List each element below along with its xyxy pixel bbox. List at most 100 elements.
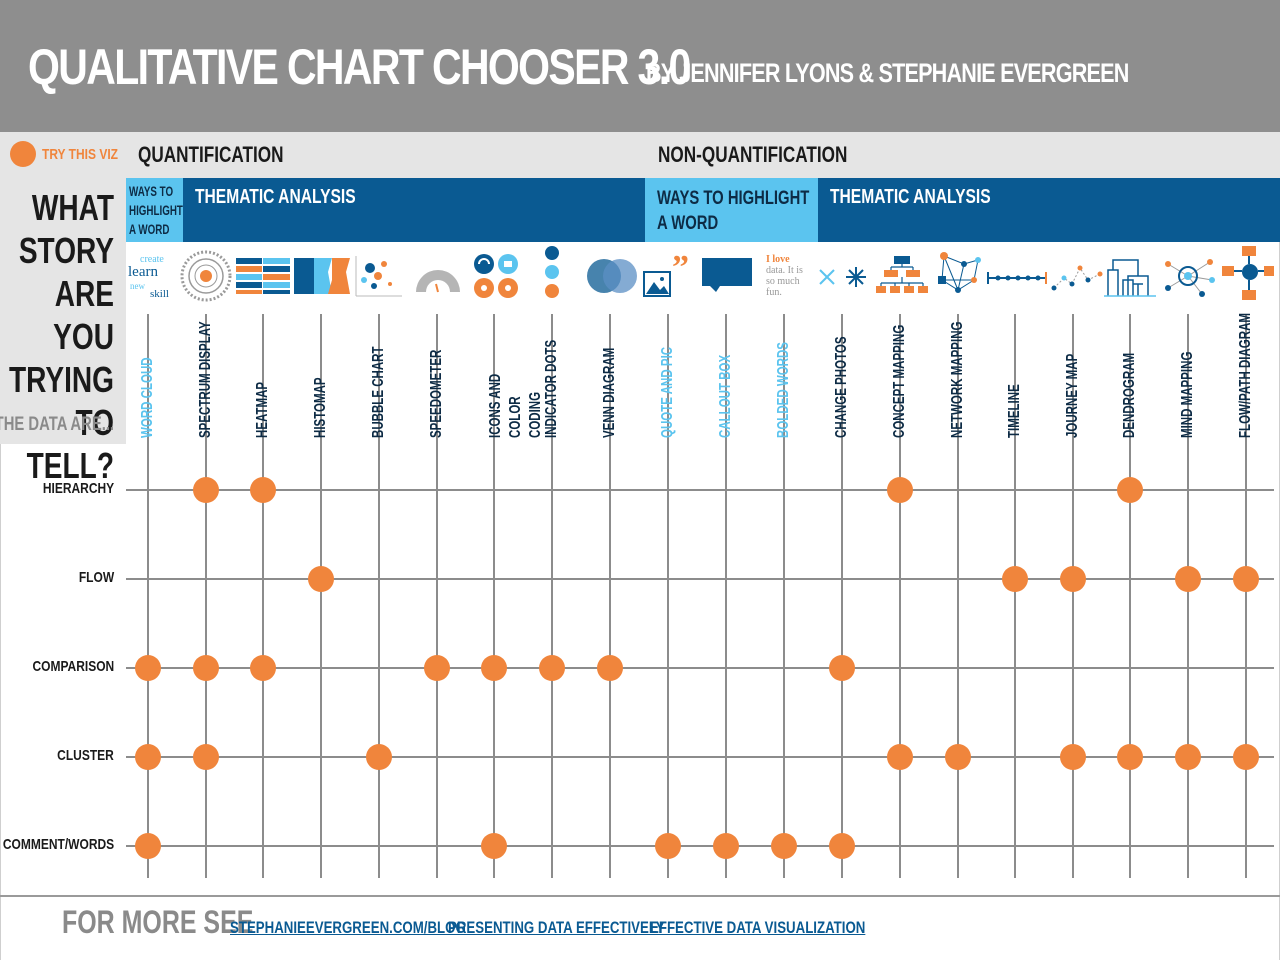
recommendation-dot xyxy=(1175,744,1201,770)
plain-word: data. It is xyxy=(766,265,803,276)
footer-lead: FOR MORE SEE xyxy=(62,904,254,940)
column-line xyxy=(551,314,553,878)
mind-mapping-icon xyxy=(1162,250,1215,302)
recommendation-dot xyxy=(887,477,913,503)
column-line xyxy=(667,314,669,878)
column-line xyxy=(320,314,322,878)
column-label: BOLDED WORDS xyxy=(775,342,792,438)
histomap-icon xyxy=(294,250,350,302)
column-line xyxy=(609,314,611,878)
column-label: TIMELINE xyxy=(1006,384,1023,438)
column-label: CHANGE PHOTOS xyxy=(833,336,850,438)
recommendation-dot xyxy=(250,477,276,503)
column-label: JOURNEY MAP xyxy=(1064,353,1081,438)
recommendation-dot xyxy=(1233,744,1259,770)
column-label: FLOW/PATH DIAGRAM xyxy=(1237,313,1254,438)
icons-color-coding-icon xyxy=(470,250,522,302)
column-label: MIND MAPPING xyxy=(1179,351,1196,438)
callout-box-icon xyxy=(700,250,752,302)
svg-text:”: ” xyxy=(672,250,689,286)
recommendation-dot xyxy=(1002,566,1028,592)
recommendation-dot xyxy=(887,744,913,770)
bolded-word: I love xyxy=(766,254,790,265)
band-label: WAYS TO HIGHLIGHT A WORD xyxy=(657,188,810,234)
recommendation-dot xyxy=(829,833,855,859)
column-label: QUOTE AND PIC xyxy=(659,346,676,438)
recommendation-dot xyxy=(829,655,855,681)
column-line xyxy=(841,314,843,878)
plain-word: fun. xyxy=(766,287,782,298)
word-cloud-word: new xyxy=(130,281,145,291)
column-label: DENDROGRAM xyxy=(1121,352,1138,438)
column-line xyxy=(899,314,901,878)
row-line xyxy=(126,756,1274,758)
recommendation-dot xyxy=(1117,477,1143,503)
recommendation-dot xyxy=(1060,744,1086,770)
column-line xyxy=(436,314,438,878)
recommendation-dot xyxy=(193,744,219,770)
row-label: CLUSTER xyxy=(57,747,114,764)
timeline-icon xyxy=(986,250,1048,302)
column-label: WORD CLOUD xyxy=(139,357,156,438)
question-panel: WHAT STORY ARE YOU TRYING TO TELL? THE D… xyxy=(0,178,126,486)
column-label: NETWORK MAPPING xyxy=(949,321,966,438)
row-line xyxy=(126,489,1274,491)
row-label: FLOW xyxy=(78,569,114,586)
recommendation-dot xyxy=(424,655,450,681)
row-line xyxy=(126,667,1274,669)
recommendation-dot xyxy=(713,833,739,859)
recommendation-dot xyxy=(135,744,161,770)
link-blog[interactable]: STEPHANIEEVERGREEN.COM/BLOG xyxy=(230,918,466,937)
dendrogram-icon xyxy=(1104,250,1156,302)
data-are-label: THE DATA ARE... xyxy=(0,414,114,435)
column-line xyxy=(262,314,264,878)
word-cloud-icon: create learn new skill xyxy=(126,250,178,302)
journey-map-icon xyxy=(1050,250,1103,302)
recommendation-dot xyxy=(135,833,161,859)
link-presenting-data-effectively[interactable]: PRESENTING DATA EFFECTIVELY xyxy=(448,918,665,937)
band-highlight-word-quant: WAYS TO HIGHLIGHT A WORD xyxy=(126,178,183,242)
recommendation-dot xyxy=(539,655,565,681)
change-photos-icon xyxy=(814,250,866,302)
frame-left-border xyxy=(0,132,1,960)
column-label: CONCEPT MAPPING xyxy=(891,324,908,438)
band-label: THEMATIC ANALYSIS xyxy=(830,186,991,208)
byline: BY JENNIFER LYONS & STEPHANIE EVERGREEN xyxy=(646,58,1129,88)
recommendation-dot xyxy=(250,655,276,681)
row-line xyxy=(126,845,1274,847)
recommendation-dot xyxy=(1175,566,1201,592)
recommendation-dot xyxy=(1060,566,1086,592)
column-line xyxy=(783,314,785,878)
recommendation-dot xyxy=(135,655,161,681)
column-line xyxy=(205,314,207,878)
story-question: WHAT STORY ARE YOU TRYING TO TELL? xyxy=(8,187,114,486)
quote-and-pic-icon: ” xyxy=(642,249,694,302)
recommendation-dot xyxy=(308,566,334,592)
page-title: QUALITATIVE CHART CHOOSER 3.0 xyxy=(28,39,691,95)
column-line xyxy=(147,314,149,878)
recommendation-dot xyxy=(1117,744,1143,770)
speedometer-icon xyxy=(412,250,464,302)
column-line xyxy=(1072,314,1074,878)
recommendation-dot xyxy=(481,655,507,681)
flow-path-diagram-icon xyxy=(1220,246,1276,302)
network-mapping-icon xyxy=(934,250,986,302)
recommendation-dot xyxy=(193,477,219,503)
recommendation-dot xyxy=(366,744,392,770)
column-line xyxy=(725,314,727,878)
band-label: THEMATIC ANALYSIS xyxy=(195,186,356,208)
column-label: BUBBLE CHART xyxy=(370,346,387,438)
bubble-chart-icon xyxy=(352,250,404,302)
column-label: SPECTRUM DISPLAY xyxy=(197,321,214,438)
column-label: ICONS AND COLOR CODING xyxy=(487,373,544,438)
row-label: HIERARCHY xyxy=(42,480,114,497)
recommendation-dot xyxy=(597,655,623,681)
column-label: SPEEDOMETER xyxy=(428,349,445,438)
recommendation-dot xyxy=(945,744,971,770)
spectrum-display-icon xyxy=(180,250,232,302)
column-line xyxy=(493,314,495,878)
column-label: INDICATOR DOTS xyxy=(543,339,560,438)
link-effective-data-visualization[interactable]: EFFECTIVE DATA VISUALIZATION xyxy=(650,918,866,937)
row-label: COMPARISON xyxy=(32,658,114,675)
title-bar: QUALITATIVE CHART CHOOSER 3.0 BY JENNIFE… xyxy=(0,0,1280,132)
